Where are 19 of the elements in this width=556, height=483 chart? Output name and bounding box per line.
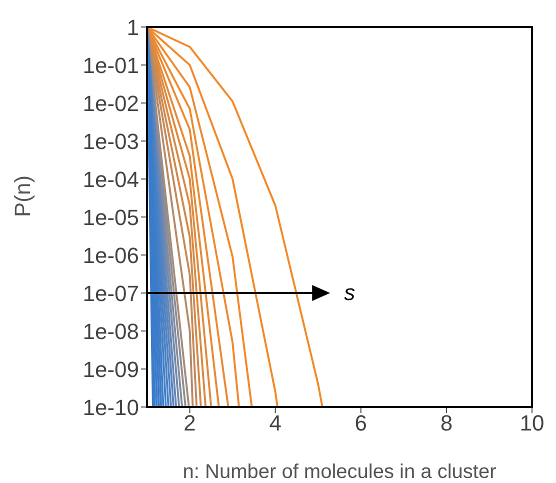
y-tick-label: 1e-01 (82, 52, 139, 78)
y-tick-label: 1e-07 (82, 280, 139, 306)
x-tick-label: 10 (520, 410, 544, 436)
x-tick-label: 6 (354, 410, 368, 436)
x-tick-label: 8 (440, 410, 453, 436)
y-tick-label: 1e-03 (82, 128, 139, 154)
y-tick-label: 1e-09 (82, 356, 139, 382)
annotation: s (344, 280, 356, 305)
x-tick-label: 4 (269, 410, 282, 436)
y-tick-label: 1e-04 (82, 166, 139, 192)
y-tick-label: 1e-06 (82, 242, 139, 268)
x-axis-title: n: Number of molecules in a cluster (182, 461, 497, 483)
y-axis-title: P(n) (10, 175, 35, 217)
y-tick-label: 1 (126, 14, 139, 40)
y-tick-label: 1e-02 (82, 90, 139, 116)
y-tick-label: 1e-08 (82, 318, 139, 344)
y-tick-label: 1e-05 (82, 204, 139, 230)
y-tick-label: 1e-10 (82, 394, 139, 420)
x-tick-label: 2 (184, 410, 196, 436)
